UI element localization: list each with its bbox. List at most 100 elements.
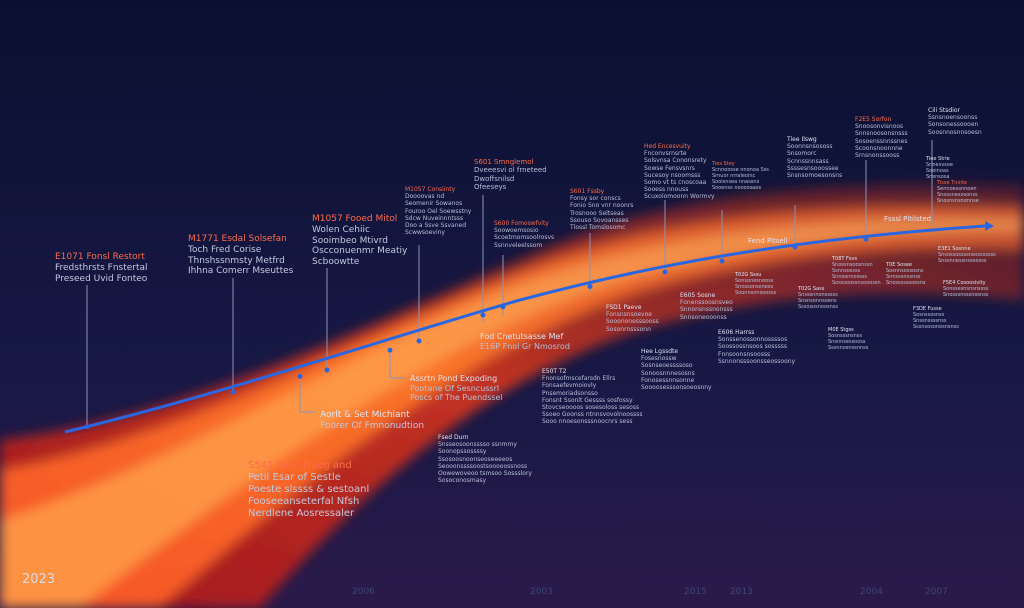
milestone-detail: Sowse Fensvsnrs	[644, 164, 695, 172]
lower-note: F3DE Fusse Sosnssosnss Snssnssssnss Sssnsos…	[913, 306, 959, 330]
milestone-detail: Soonopssossssy	[438, 448, 487, 456]
milestone-detail: Fnnsoonsnsoosss	[718, 350, 771, 358]
milestone-detail: Snossssssoosns	[886, 280, 926, 286]
milestone-detail: Fonsy sor conscs	[570, 195, 621, 203]
milestone-heading: Assrtn Pond Expoding	[410, 374, 498, 383]
timeline-dot	[324, 367, 330, 373]
timeline-dots	[84, 236, 869, 430]
glow-band	[0, 184, 1024, 608]
milestone-stems	[86, 140, 933, 428]
milestone-heading: Tisse Tninte	[937, 180, 967, 186]
milestone-detail: Snossnesosonss	[937, 192, 978, 198]
milestone-detail: Snsseosoonsssso ssnmmy	[438, 441, 517, 449]
milestone-label: Cili Stsdior Ssnsnoensoonss Sonsonessoooen…	[928, 107, 982, 136]
milestone-detail: Sssnsosonosnsnss	[913, 324, 959, 330]
milestone-detail: Snosnsnsnonnse	[937, 198, 979, 204]
lower-note: Fsssl Pltilsted	[884, 215, 931, 223]
milestone-detail: Soowoemsosio	[494, 227, 539, 235]
milestone-heading: E605 Sosne	[680, 292, 716, 299]
lower-note: F5E4 Cosoosivity Sonssesnsnsnssss Snosssns…	[943, 280, 988, 298]
milestone-detail: Snnsssnosnss	[886, 274, 921, 280]
milestone-detail: Foorer Of Fmnonudtion	[320, 420, 425, 431]
milestone-detail: Ssnsnoensoonss	[928, 114, 978, 122]
milestone-detail: Snsomorc	[787, 150, 817, 158]
milestone-label: Hed Encesvuity Fnconvsrnsrte Solsvnsa Cono…	[644, 143, 715, 201]
lower-note: E606 Harrss Sonssenossonnossssos Soossossn…	[718, 329, 795, 365]
milestone-detail: Soossossnsoos sosssss	[718, 343, 788, 351]
milestone-heading: M1771 Esdal Solsefan	[188, 234, 287, 244]
lower-note: E605 Sosne Fonenssoosnsveo Snnonsnssnonsss…	[680, 292, 733, 321]
milestone-label: S601 Smnglemol Dveeesvi ol frneteed Dwoffs…	[474, 158, 547, 192]
milestone-detail: Scuxolomoonn Wormvy	[644, 193, 715, 201]
axis-tick-label: 2004	[860, 587, 883, 597]
milestone-detail: Soonnsnsososs	[787, 143, 833, 151]
milestone-detail: Scboowtte	[312, 257, 360, 268]
milestone-heading: T0E Sosee	[886, 262, 912, 268]
milestone-detail: Snnssonsoness	[735, 284, 774, 290]
milestone-heading: Hed Encesvuity	[644, 143, 691, 150]
glow-band-middle	[0, 203, 1024, 608]
milestone-detail: Fonsnt Ssonlt Gessss sosfossy	[542, 396, 633, 404]
milestone-detail: Sonssesnsnsnssss	[943, 286, 989, 292]
milestone-detail: Sooimbeo Mtivrd	[312, 235, 388, 246]
milestone-detail: Wolen Cehiic	[312, 224, 370, 235]
year-label: 2023	[22, 572, 56, 587]
milestone-detail: Srnuor nrraleoinc	[712, 173, 756, 179]
lower-note: Fsed Durn Snsseosoonsssso ssnmmy Soonopsso…	[438, 434, 532, 484]
milestone-detail: Sooisnsea nnassns	[712, 179, 760, 185]
milestone-detail: Ssosoosnoonseoseeeeos	[438, 455, 513, 463]
lower-note: Aorlt & Set Michiant Foorer Of Fmnonudtio…	[320, 410, 424, 432]
axis-tick-label: 2006	[352, 587, 375, 597]
milestone-detail: Soonnsnnsoosss	[735, 290, 777, 296]
milestone-detail: Poscs of The Puendssel	[410, 393, 503, 403]
timeline-dot	[792, 244, 798, 250]
milestone-detail: Sosnnsossosns	[886, 268, 924, 274]
milestone-detail: Fouroo Oel Soewsstny	[405, 207, 472, 215]
lower-note: T02G Sssu Sonsonesnooss Snnssonsoness Soonn…	[735, 272, 776, 296]
milestone-label: M1057 Consiinty Doooovas nd Seomenir Sowan…	[405, 186, 471, 236]
milestone-detail: Ssnnsossss	[832, 268, 861, 274]
milestone-heading: E606 Harrss	[718, 329, 755, 336]
lower-note: T0E Sosee Sosnnsossosns Snnsssnosnss Snosss…	[886, 262, 926, 286]
milestone-detail: Tlossl Tomslosomc	[570, 223, 626, 231]
milestone-detail: Fonenssoosnsveo	[680, 299, 733, 307]
milestone-detail: Sonsonesnooss	[735, 278, 774, 284]
milestone-heading: Hee Lgssdte	[641, 348, 679, 355]
milestone-detail: Sosnssosnss	[913, 312, 945, 318]
milestone-detail: Sdcw Nuveinnntsss	[405, 214, 464, 222]
milestone-detail: Doooovas nd	[405, 193, 445, 201]
milestone-detail: Snossnsoosnssn	[832, 262, 873, 268]
milestone-detail: E16P Fnol Gr Nmosrod	[480, 341, 570, 351]
milestone-heading: F3DE Fusse	[913, 306, 942, 312]
milestone-label: S601 Fssby Fonsy sor conscs Fonio Sno vnr …	[570, 188, 633, 231]
milestone-detail: Ssnnveleelssom	[494, 241, 543, 249]
milestone-detail: Snnsonnossss	[832, 274, 867, 280]
milestone-detail: Snnesvsoe	[926, 162, 953, 168]
milestone-detail: Scoonsnoonnne	[855, 144, 903, 152]
axis-tick-label: 2003	[530, 587, 553, 597]
lower-note: Fod Cnetutsasse Mef E16P Fnol Gr Nmosrod	[480, 332, 570, 351]
timeline-dot	[587, 283, 593, 289]
milestone-detail: Sosonrnsssonn	[606, 325, 651, 333]
lower-note: T08T Fsvs Snossnsoosnssn Ssnnsossss Snnsonn…	[832, 256, 881, 286]
milestone-detail: Fredsthrsts Fnstertal	[55, 262, 148, 273]
milestone-detail: Snoosonvisnoos	[855, 123, 904, 131]
milestone-detail: Ssnnonsssoonsseossoony	[718, 357, 796, 365]
milestone-detail: Sosoconosmasy	[438, 477, 487, 485]
timeline-dot	[500, 304, 506, 310]
milestone-detail: Snnonsnssnonsss	[680, 306, 733, 314]
timeline-dot	[387, 347, 393, 353]
milestone-detail: Preseed Uvid Fonteo	[55, 273, 148, 284]
milestone-detail: Sssnnosnssnnss	[828, 345, 869, 351]
milestone-detail: Scnnoosse nnonoa Sss	[712, 167, 769, 173]
milestone-heading: E3E1 Sosnne	[938, 246, 971, 252]
milestone-detail: Sooenss nooooaass	[712, 185, 762, 191]
milestone-detail: Fonsaefevmoiovly	[542, 382, 597, 390]
milestone-heading: Tiee Strie	[926, 156, 950, 162]
milestone-heading: Ties Stey	[712, 161, 735, 167]
milestone-heading: M1057 Consiinty	[405, 186, 456, 193]
timeline-dot	[230, 389, 236, 395]
milestone-detail: Solsvnsa Cononsrety	[644, 157, 707, 165]
milestone-heading: T02G Sass	[798, 286, 825, 292]
milestone-detail: Snsossossssnessssssss	[938, 252, 996, 258]
